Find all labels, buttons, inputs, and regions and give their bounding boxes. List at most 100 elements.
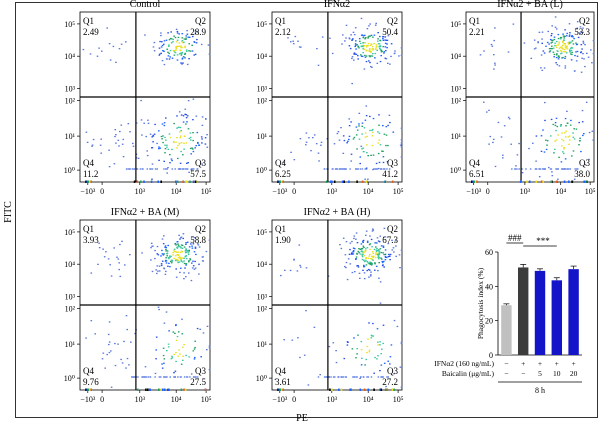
event-dot bbox=[364, 56, 367, 58]
event-dot bbox=[574, 168, 576, 170]
event-dot bbox=[166, 168, 168, 170]
event-dot bbox=[575, 42, 577, 44]
event-dot bbox=[383, 260, 385, 263]
event-dot bbox=[139, 168, 142, 170]
event-dot bbox=[372, 154, 375, 156]
event-dot bbox=[151, 163, 154, 165]
event-dot bbox=[194, 53, 197, 55]
event-dot bbox=[371, 230, 374, 232]
event-dot bbox=[356, 242, 359, 244]
axis-rug bbox=[279, 388, 282, 391]
event-dot bbox=[360, 55, 363, 57]
event-dot bbox=[180, 376, 182, 378]
event-dot bbox=[376, 49, 378, 51]
event-dot bbox=[385, 256, 388, 259]
event-dot bbox=[388, 168, 391, 170]
event-dot bbox=[202, 256, 204, 258]
event-dot bbox=[540, 135, 543, 137]
event-dot bbox=[377, 142, 380, 144]
event-dot bbox=[122, 138, 125, 141]
event-dot bbox=[150, 242, 153, 244]
event-dot bbox=[188, 43, 190, 45]
event-dot bbox=[299, 138, 302, 140]
axis-rug bbox=[542, 180, 544, 183]
event-dot bbox=[117, 258, 120, 260]
event-dot bbox=[102, 248, 104, 250]
event-dot bbox=[181, 63, 183, 65]
event-dot bbox=[168, 44, 170, 46]
event-dot bbox=[558, 43, 560, 45]
event-dot bbox=[208, 239, 211, 241]
axis-rug bbox=[384, 388, 387, 391]
event-dot bbox=[168, 330, 170, 332]
event-dot bbox=[360, 243, 363, 245]
event-dot bbox=[180, 130, 182, 132]
event-dot bbox=[179, 251, 182, 254]
axis-rug bbox=[194, 180, 197, 183]
event-dot bbox=[141, 252, 143, 254]
quadrant-name: Q4 bbox=[275, 158, 286, 168]
event-dot bbox=[529, 168, 532, 170]
event-dot bbox=[178, 45, 181, 47]
event-dot bbox=[364, 248, 367, 250]
event-dot bbox=[359, 377, 361, 379]
event-dot bbox=[104, 367, 106, 369]
event-dot bbox=[189, 258, 191, 260]
event-dot bbox=[193, 54, 195, 56]
event-dot bbox=[171, 57, 174, 59]
event-dot bbox=[489, 135, 492, 138]
event-dot bbox=[317, 376, 320, 378]
event-dot bbox=[349, 168, 351, 170]
event-dot bbox=[135, 122, 138, 124]
event-dot bbox=[166, 144, 168, 146]
event-dot bbox=[390, 55, 392, 58]
event-dot bbox=[367, 45, 369, 47]
event-dot bbox=[564, 46, 567, 48]
y-axis-title: FITC bbox=[3, 201, 14, 223]
event-dot bbox=[177, 126, 180, 129]
event-dot bbox=[184, 135, 186, 137]
event-dot bbox=[368, 351, 371, 353]
event-dot bbox=[559, 38, 562, 40]
event-dot bbox=[205, 118, 207, 120]
event-dot bbox=[167, 55, 170, 57]
event-dot bbox=[368, 262, 370, 265]
event-dot bbox=[377, 258, 380, 260]
event-dot bbox=[375, 265, 378, 267]
event-dot bbox=[151, 136, 153, 138]
event-dot bbox=[175, 324, 177, 326]
event-dot bbox=[174, 251, 177, 253]
event-dot bbox=[179, 131, 181, 133]
event-dot bbox=[161, 363, 163, 365]
event-dot bbox=[163, 168, 165, 170]
event-dot bbox=[107, 333, 110, 336]
event-dot bbox=[386, 47, 388, 49]
event-dot bbox=[128, 168, 130, 170]
event-dot bbox=[186, 63, 189, 66]
event-dot bbox=[126, 357, 129, 360]
bar-y-tick-label: 0 bbox=[489, 351, 493, 360]
event-dot bbox=[188, 58, 190, 60]
event-dot bbox=[321, 36, 324, 38]
event-dot bbox=[165, 311, 168, 313]
treatment-value: + bbox=[538, 359, 542, 368]
axis-rug bbox=[157, 180, 159, 183]
event-dot bbox=[566, 46, 568, 48]
event-dot bbox=[382, 376, 384, 378]
quadrant-name: Q4 bbox=[83, 158, 94, 168]
event-dot bbox=[142, 376, 144, 378]
event-dot bbox=[145, 135, 147, 138]
event-dot bbox=[365, 264, 368, 266]
event-dot bbox=[175, 268, 177, 270]
event-dot bbox=[113, 163, 116, 165]
event-dot bbox=[154, 257, 156, 260]
event-dot bbox=[371, 135, 374, 137]
event-dot bbox=[188, 137, 191, 140]
event-dot bbox=[581, 57, 583, 59]
event-dot bbox=[558, 56, 560, 58]
event-dot bbox=[169, 162, 171, 164]
axis-rug bbox=[90, 388, 92, 391]
event-dot bbox=[552, 123, 555, 126]
event-dot bbox=[570, 59, 573, 61]
event-dot bbox=[494, 62, 496, 64]
